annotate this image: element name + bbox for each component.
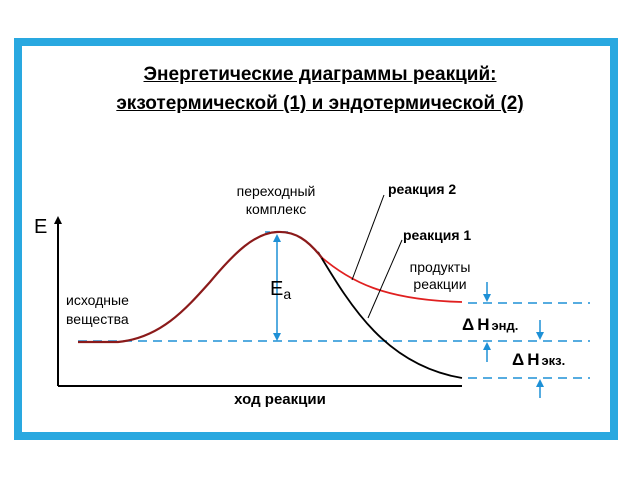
transition-state-label-1: переходный (237, 183, 316, 199)
curve-common (78, 230, 323, 344)
diagram-frame (14, 38, 618, 440)
diagram-title-line1: Энергетические диаграммы реакций: (143, 64, 497, 85)
curve-reaction-1 (317, 251, 463, 379)
x-axis-label: ход реакции (234, 391, 326, 408)
reaction-1-label: реакция 1 (403, 227, 471, 243)
products-label-2: реакции (413, 276, 466, 292)
y-axis-label: E (34, 216, 47, 238)
reactants-label-1: исходные (66, 292, 129, 308)
reaction-2-label: реакция 2 (388, 181, 456, 197)
pointer-reaction-1 (367, 239, 403, 319)
activation-energy-label: Ea (270, 278, 291, 302)
curve-reaction-2 (319, 255, 463, 303)
pointer-reaction-2 (351, 194, 385, 281)
reactants-label-2: вещества (66, 311, 129, 327)
diagram-title-line2: экзотермической (1) и эндотермической (2… (116, 93, 524, 114)
products-label-1: продукты (410, 259, 471, 275)
transition-state-label-2: комплекс (246, 201, 307, 217)
